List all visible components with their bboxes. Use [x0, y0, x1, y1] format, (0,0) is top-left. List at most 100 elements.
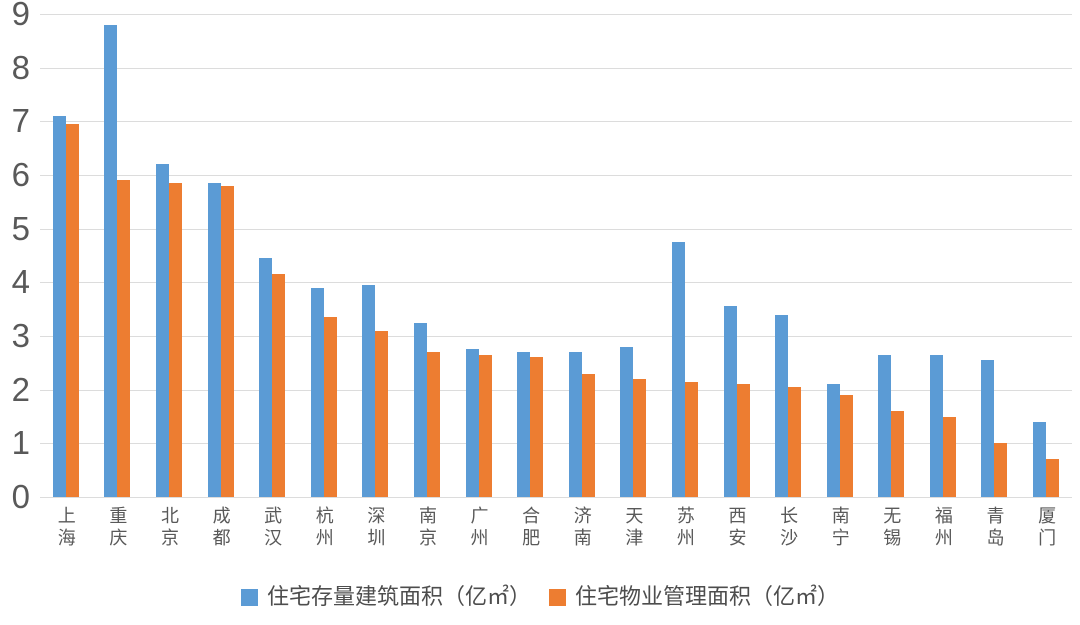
- bar: [581, 373, 595, 497]
- x-axis: 上海 重庆 北京 成都 武汉 杭州 深圳 南京 广州 合肥 济南 天津 苏州 西安 长沙 南宁 无锡 福州 青岛 厦门: [40, 506, 1072, 550]
- bar-group: [969, 14, 1021, 497]
- bar-group: [143, 14, 195, 497]
- x-category-cell: 无锡: [866, 506, 918, 550]
- y-axis: 0 1 2 3 4 5 6 7 8 9: [0, 0, 38, 513]
- bar: [620, 346, 634, 497]
- bar-group: [866, 14, 918, 497]
- x-category-cell: 南京: [401, 506, 453, 550]
- x-category-cell: 成都: [195, 506, 247, 550]
- bar: [375, 330, 389, 497]
- x-category-label: 深圳: [365, 506, 386, 550]
- bar: [413, 322, 427, 497]
- y-tick-label: 9: [11, 0, 30, 32]
- gridline: [40, 121, 1072, 123]
- bar: [878, 354, 892, 497]
- gridline: [40, 175, 1072, 176]
- bar: [929, 354, 943, 497]
- bar-group: [659, 14, 711, 497]
- bar-group: [504, 14, 556, 497]
- bar-groups: [40, 14, 1072, 497]
- bar-group: [1020, 14, 1072, 497]
- x-category-label: 北京: [158, 506, 179, 550]
- x-category-cell: 北京: [143, 506, 195, 550]
- bar: [207, 183, 221, 497]
- bar-group: [453, 14, 505, 497]
- bar: [310, 287, 324, 497]
- x-category-cell: 西安: [711, 506, 763, 550]
- gridline: [40, 443, 1072, 445]
- bar: [362, 285, 376, 497]
- x-category-cell: 武汉: [246, 506, 298, 550]
- x-category-cell: 苏州: [659, 506, 711, 550]
- bar-group: [401, 14, 453, 497]
- y-tick-label: 0: [11, 477, 30, 515]
- bar-group: [762, 14, 814, 497]
- x-category-label: 南宁: [829, 506, 850, 550]
- bar-group: [195, 14, 247, 497]
- x-category-label: 长沙: [778, 506, 799, 550]
- x-category-label: 苏州: [674, 506, 695, 550]
- x-category-label: 南京: [416, 506, 437, 550]
- x-category-cell: 南宁: [814, 506, 866, 550]
- bar: [1033, 421, 1047, 497]
- bar: [981, 360, 995, 497]
- x-category-label: 天津: [623, 506, 644, 550]
- x-category-label: 合肥: [520, 506, 541, 550]
- x-category-label: 无锡: [881, 506, 902, 550]
- x-category-label: 重庆: [107, 506, 128, 550]
- bar: [465, 349, 479, 497]
- x-category-cell: 长沙: [762, 506, 814, 550]
- x-category-label: 成都: [210, 506, 231, 550]
- bar: [426, 352, 440, 497]
- y-tick-label: 5: [11, 209, 30, 247]
- bar: [891, 411, 905, 497]
- gridline: [40, 389, 1072, 391]
- legend-item-managed-area: 住宅物业管理面积（亿㎡）: [549, 586, 839, 608]
- y-tick-label: 2: [11, 370, 30, 408]
- bar-group: [350, 14, 402, 497]
- x-category-cell: 青岛: [969, 506, 1021, 550]
- legend-swatch-blue-icon: [240, 588, 258, 606]
- bar-group: [917, 14, 969, 497]
- bar: [155, 164, 169, 497]
- bar: [736, 384, 750, 497]
- gridline: [40, 282, 1072, 284]
- bar-group: [246, 14, 298, 497]
- bar: [839, 395, 853, 497]
- bar: [117, 180, 131, 497]
- x-category-cell: 厦门: [1020, 506, 1072, 550]
- x-category-label: 广州: [468, 506, 489, 550]
- bar: [775, 314, 789, 497]
- bar: [723, 306, 737, 497]
- x-category-cell: 上海: [40, 506, 92, 550]
- legend-label-stock-area: 住宅存量建筑面积（亿㎡）: [266, 584, 531, 609]
- x-category-cell: 济南: [556, 506, 608, 550]
- x-category-label: 武汉: [262, 506, 283, 550]
- bar: [530, 357, 544, 497]
- x-category-cell: 杭州: [298, 506, 350, 550]
- y-tick-label: 1: [11, 424, 30, 462]
- bar: [994, 443, 1008, 497]
- bar-group: [711, 14, 763, 497]
- bar: [220, 185, 234, 497]
- gridline: [40, 336, 1072, 337]
- bar: [272, 274, 286, 497]
- y-tick-label: 6: [11, 155, 30, 193]
- bar: [517, 352, 531, 497]
- y-tick-label: 4: [11, 263, 30, 301]
- bar: [568, 352, 582, 497]
- x-category-label: 西安: [726, 506, 747, 550]
- bar: [168, 183, 182, 497]
- bar-group: [92, 14, 144, 497]
- bar-group: [556, 14, 608, 497]
- bar: [788, 386, 802, 497]
- bar: [826, 384, 840, 497]
- legend-label-managed-area: 住宅物业管理面积（亿㎡）: [575, 584, 840, 609]
- bar: [684, 381, 698, 497]
- gridline: [40, 67, 1072, 69]
- bar: [259, 258, 273, 497]
- x-category-cell: 福州: [917, 506, 969, 550]
- bar-group: [814, 14, 866, 497]
- bar: [65, 124, 79, 497]
